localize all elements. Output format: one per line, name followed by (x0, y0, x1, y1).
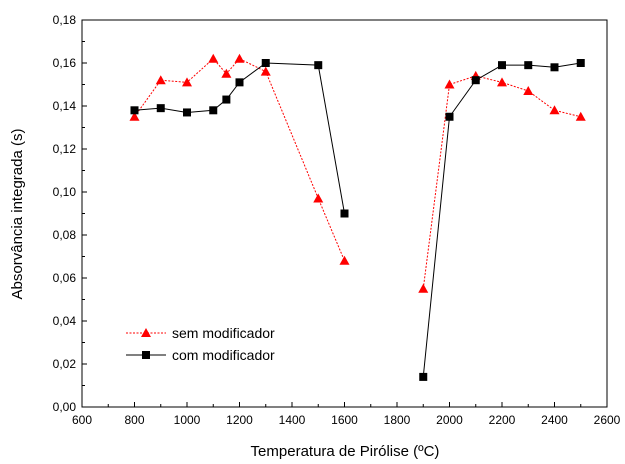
series-line (134, 57, 345, 261)
data-point (129, 111, 140, 121)
y-tick-label: 0,06 (53, 271, 77, 285)
legend: sem modificador com modificador (126, 325, 275, 363)
data-point (550, 63, 559, 72)
data-point (418, 283, 429, 293)
data-point (444, 79, 455, 89)
series-2 (130, 59, 585, 381)
legend-marker (141, 328, 151, 337)
x-tick-label: 2200 (489, 413, 516, 427)
data-point (471, 76, 480, 85)
x-tick-label: 1400 (279, 413, 306, 427)
data-point (419, 372, 428, 381)
x-tick-label: 2000 (436, 413, 463, 427)
data-point (549, 105, 560, 115)
data-point (314, 61, 323, 70)
y-tick-label: 0,08 (53, 228, 77, 242)
data-point (339, 255, 350, 265)
x-tick-label: 1000 (174, 413, 201, 427)
y-tick-label: 0,00 (53, 400, 77, 414)
data-point (209, 106, 218, 115)
y-tick-label: 0,12 (53, 142, 77, 156)
data-point (524, 61, 533, 70)
data-point (155, 75, 166, 85)
data-point (261, 59, 270, 67)
y-tick-label: 0,16 (53, 56, 77, 70)
y-tick-label: 0,04 (53, 314, 77, 328)
data-point (576, 59, 585, 67)
x-axis-title: Temperatura de Pirólise (ºC) (251, 443, 440, 460)
data-point (313, 193, 324, 203)
data-point (208, 53, 219, 63)
data-point (182, 77, 192, 87)
data-point (183, 108, 191, 117)
legend-label: com modificador (172, 347, 275, 363)
data-point (260, 66, 271, 76)
y-tick-label: 0,18 (53, 13, 77, 27)
data-point (445, 112, 454, 121)
y-axis-title: Absorvância integrada (s) (9, 129, 26, 300)
x-tick-label: 600 (72, 413, 92, 427)
data-point (235, 78, 244, 87)
x-tick-label: 2400 (541, 413, 568, 427)
x-axis-ticks: 600 800 1000 1200 1400 1600 1800 2000 2200 2400 26… (72, 402, 621, 427)
y-tick-label: 0,02 (53, 357, 77, 371)
x-tick-label: 1600 (331, 413, 358, 427)
data-point (575, 111, 586, 121)
data-point (498, 61, 506, 70)
series-layer (129, 53, 586, 381)
x-tick-label: 1200 (226, 413, 253, 427)
x-tick-label: 2600 (594, 413, 621, 427)
x-tick-label: 800 (124, 413, 144, 427)
data-point (156, 104, 165, 113)
legend-marker (142, 351, 150, 359)
data-point (497, 77, 507, 87)
data-point (222, 95, 231, 104)
data-point (523, 85, 534, 95)
y-tick-label: 0,10 (53, 185, 77, 199)
x-tick-label: 1800 (384, 413, 411, 427)
data-point (130, 106, 139, 115)
legend-label: sem modificador (172, 325, 275, 341)
y-axis-ticks: 0,00 0,02 0,04 0,06 0,08 0,10 0,12 0,14 0,16 0,18 (53, 13, 87, 414)
data-point (221, 68, 232, 78)
series-1 (129, 53, 586, 293)
data-point (340, 209, 349, 218)
data-point (234, 53, 245, 63)
series-line (422, 75, 581, 289)
y-tick-label: 0,14 (53, 99, 77, 113)
